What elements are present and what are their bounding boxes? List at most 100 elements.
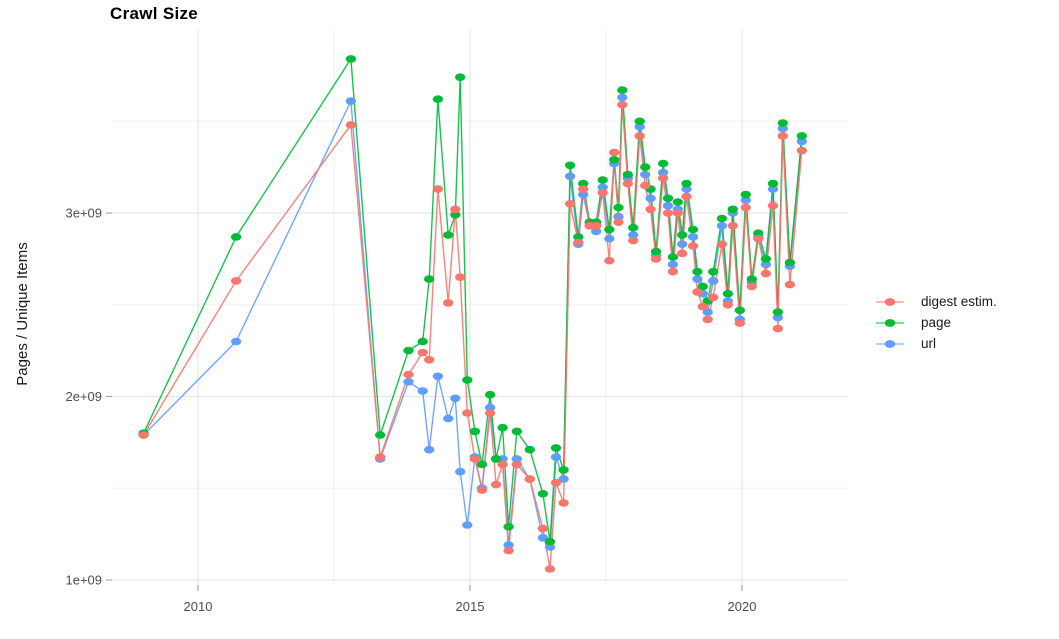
data-point-digestestim	[573, 238, 584, 247]
data-point-digestestim	[524, 475, 535, 483]
data-point-url	[702, 308, 713, 316]
data-point-page	[443, 231, 454, 239]
data-point-digestestim	[609, 148, 620, 157]
data-point-page	[681, 179, 692, 188]
legend-key-line-dot-icon	[876, 339, 904, 348]
y-axis-title: Pages / Unique Items	[14, 242, 31, 386]
data-point-url	[578, 190, 589, 199]
data-point-digestestim	[462, 409, 473, 417]
data-point-url	[462, 521, 473, 529]
data-point-page	[432, 95, 444, 103]
data-point-page	[722, 289, 734, 298]
data-point-page	[628, 223, 639, 232]
data-point-page	[677, 231, 688, 239]
data-point-url	[687, 233, 699, 241]
data-point-page	[672, 198, 683, 206]
data-point-page	[524, 445, 535, 454]
data-point-page	[424, 275, 435, 283]
data-point-page	[622, 170, 633, 179]
data-point-url	[511, 455, 522, 463]
data-point-digestestim	[230, 277, 242, 285]
data-point-page	[760, 255, 772, 263]
data-point-page	[662, 194, 674, 203]
data-point-page	[497, 423, 508, 432]
data-point-url	[345, 97, 357, 105]
data-point-page	[657, 159, 669, 168]
y-tick-label: 1e+09	[65, 573, 102, 588]
data-point-digestestim	[604, 256, 615, 265]
legend-item-digest: digest estim.	[875, 291, 997, 312]
data-point-url	[692, 275, 703, 283]
data-point-page	[573, 233, 584, 241]
data-point-url	[558, 475, 569, 483]
data-point-digestestim	[403, 370, 414, 379]
data-point-digestestim	[564, 200, 576, 208]
legend-key-line-dot-icon	[876, 318, 904, 327]
data-point-page	[667, 253, 679, 261]
data-point-digestestim	[687, 242, 699, 250]
data-point-url	[677, 240, 688, 248]
data-point-url	[484, 403, 496, 412]
data-point-page	[767, 179, 779, 188]
data-point-url	[708, 277, 719, 285]
data-point-digestestim	[490, 480, 502, 489]
data-point-page	[550, 444, 562, 452]
data-point-url	[450, 394, 461, 403]
data-point-url	[662, 201, 674, 210]
data-point-page	[727, 205, 738, 214]
data-point-page	[544, 537, 556, 546]
data-point-digestestim	[772, 324, 784, 333]
data-point-digestestim	[597, 189, 608, 197]
data-point-url	[657, 168, 669, 177]
data-point-digestestim	[613, 218, 624, 226]
data-point-page	[469, 427, 481, 436]
data-point-page	[772, 308, 784, 316]
data-point-digestestim	[645, 205, 656, 214]
data-point-page	[537, 490, 549, 498]
data-point-url	[443, 414, 454, 423]
data-point-digestestim	[469, 455, 481, 463]
data-point-page	[230, 233, 242, 241]
data-point-url	[432, 372, 444, 381]
x-tick-label: 2020	[728, 599, 757, 614]
data-point-digestestim	[677, 249, 688, 258]
chart-title: Crawl Size	[110, 4, 199, 23]
data-point-digestestim	[672, 209, 683, 217]
data-point-url	[617, 93, 628, 102]
data-point-url	[564, 172, 576, 181]
data-point-url	[772, 313, 784, 322]
data-point-digestestim	[657, 174, 669, 182]
data-point-url	[544, 543, 556, 551]
data-point-page	[796, 132, 807, 140]
data-point-page	[687, 225, 699, 234]
data-point-page	[503, 523, 514, 531]
data-point-url	[503, 541, 514, 549]
data-point-digestestim	[476, 486, 488, 494]
data-point-digestestim	[628, 236, 639, 245]
data-point-digestestim	[760, 269, 772, 278]
data-point-digestestim	[544, 565, 556, 573]
data-point-digestestim	[622, 179, 633, 188]
data-point-url	[591, 227, 602, 236]
data-point-url	[597, 183, 608, 192]
data-point-digestestim	[734, 319, 745, 327]
data-point-url	[628, 231, 639, 239]
data-point-digestestim	[424, 356, 435, 364]
data-point-page	[417, 337, 428, 346]
data-point-digestestim	[345, 121, 357, 129]
data-point-digestestim	[722, 301, 734, 309]
data-point-digestestim	[753, 234, 764, 243]
data-point-digestestim	[591, 222, 602, 230]
data-point-url	[403, 378, 414, 386]
data-point-page	[578, 179, 589, 188]
data-point-digestestim	[497, 460, 508, 469]
data-point-page	[476, 460, 488, 469]
data-point-digestestim	[558, 499, 569, 507]
data-point-page	[697, 282, 708, 291]
data-point-url	[767, 185, 779, 193]
data-point-digestestim	[767, 201, 779, 210]
y-tick-label: 3e+09	[65, 206, 102, 221]
data-point-digestestim	[796, 146, 807, 155]
data-point-page	[716, 214, 728, 223]
data-point-digestestim	[484, 409, 496, 417]
